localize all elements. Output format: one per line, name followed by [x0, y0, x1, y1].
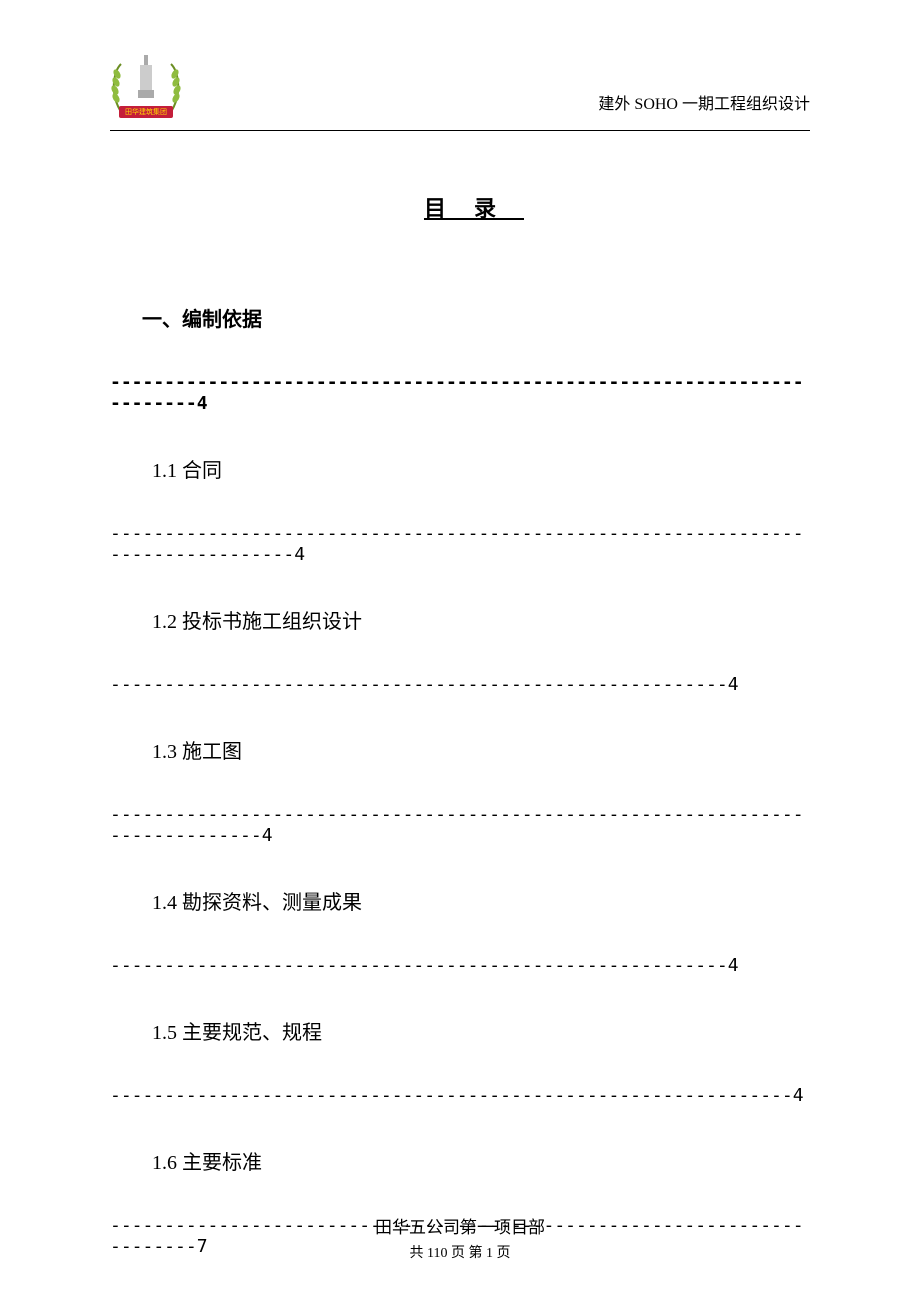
- logo-banner-text: 田华建筑集团: [119, 106, 173, 118]
- toc-item-leader: ----------------------------------------…: [110, 955, 810, 976]
- footer-company: 田华五公司第一项目部: [0, 1213, 920, 1238]
- toc-item-label: 1.6 主要标准: [152, 1146, 810, 1175]
- toc-section-heading: 一、编制依据: [142, 303, 810, 332]
- toc-item-leader: ----------------------------------------…: [110, 523, 810, 565]
- header-subtitle: 建外 SOHO 一期工程组织设计: [598, 90, 810, 122]
- tower-icon: [136, 55, 156, 100]
- toc-item-label: 1.1 合同: [152, 454, 810, 483]
- toc-item-label: 1.3 施工图: [152, 735, 810, 764]
- company-logo: 田华建筑集团: [110, 50, 182, 122]
- document-page: 田华建筑集团 建外 SOHO 一期工程组织设计 目录 一、编制依据 ------…: [0, 0, 920, 1302]
- toc-item-leader: ----------------------------------------…: [110, 1085, 810, 1106]
- toc-item-label: 1.4 勘探资料、测量成果: [152, 886, 810, 915]
- wheat-left-icon: [110, 62, 132, 112]
- toc-item-label: 1.5 主要规范、规程: [152, 1016, 810, 1045]
- toc-item-leader: ----------------------------------------…: [110, 674, 810, 695]
- footer-pagination: 共 110 页 第 1 页: [0, 1242, 920, 1262]
- toc-title: 目录: [110, 191, 810, 223]
- wheat-right-icon: [160, 62, 182, 112]
- page-footer: 田华五公司第一项目部 共 110 页 第 1 页: [0, 1213, 920, 1262]
- page-header: 田华建筑集团 建外 SOHO 一期工程组织设计: [110, 50, 810, 131]
- toc-section-leader: ----------------------------------------…: [110, 372, 810, 414]
- toc-item-label: 1.2 投标书施工组织设计: [152, 605, 810, 634]
- toc-item-leader: ----------------------------------------…: [110, 804, 810, 846]
